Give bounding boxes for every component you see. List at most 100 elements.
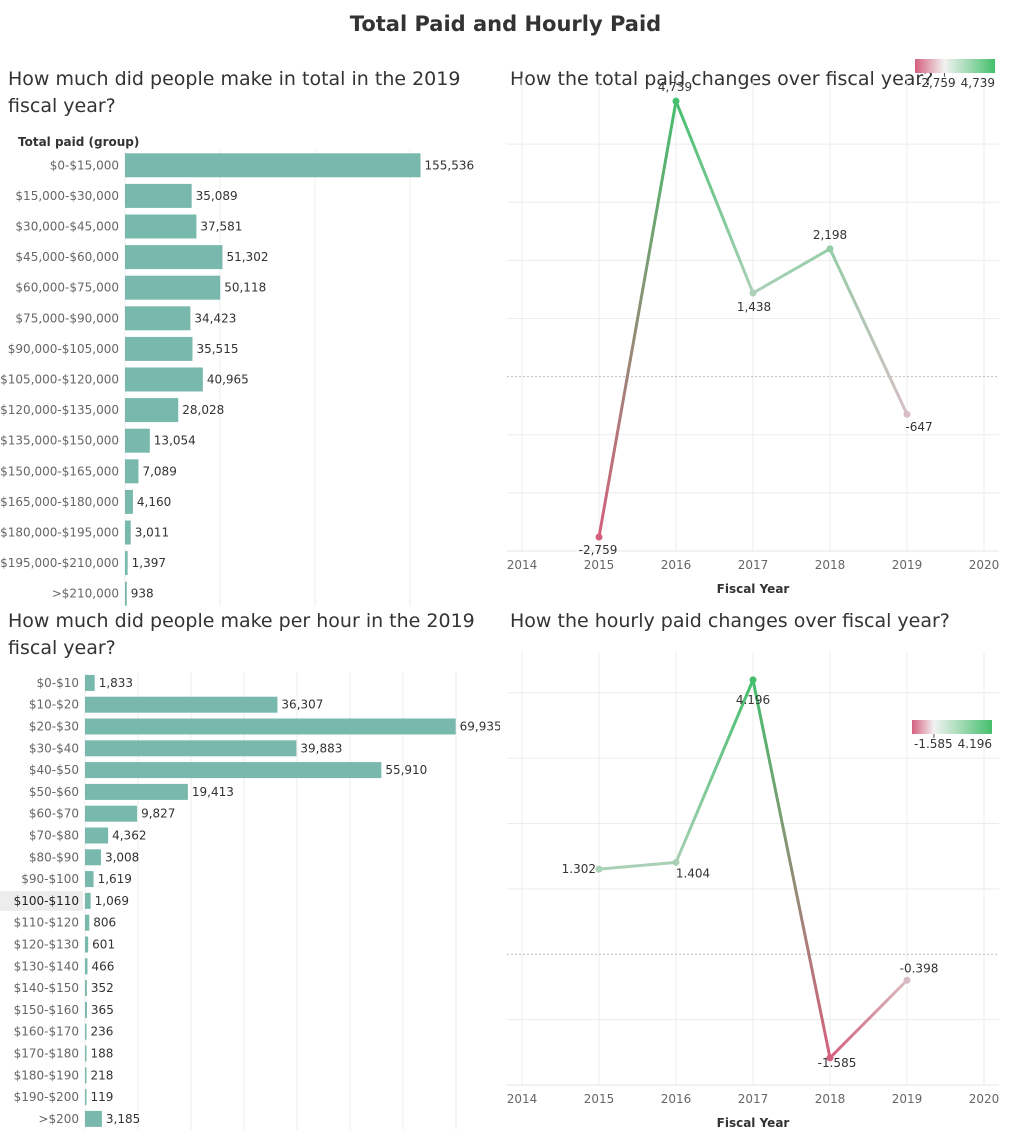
bar-value-label: 4,160	[137, 495, 171, 509]
bar-value-label: 352	[91, 981, 114, 995]
category-label: $70-$80	[29, 829, 79, 843]
bar[interactable]	[85, 718, 456, 735]
bar[interactable]	[85, 827, 109, 844]
category-label: $150-$160	[14, 1003, 79, 1017]
total-paid-bar-chart[interactable]: Total paid (group) $0-$15,000 155,536 $15,0…	[0, 128, 500, 606]
color-legend-bar	[912, 720, 992, 734]
bar[interactable]	[85, 805, 138, 822]
bar[interactable]	[85, 1089, 87, 1106]
bar[interactable]	[85, 1001, 87, 1018]
bar-value-label: 4,362	[112, 829, 146, 843]
dashboard-title: Total Paid and Hourly Paid	[349, 12, 662, 36]
bar-value-label: 1,619	[98, 872, 132, 886]
x-tick-label: 2019	[892, 558, 923, 572]
category-label: $60,000-$75,000	[15, 281, 119, 295]
bar[interactable]	[85, 762, 382, 779]
bar[interactable]	[85, 696, 278, 713]
x-tick-label: 2016	[661, 558, 692, 572]
bar[interactable]	[85, 674, 95, 691]
series-line-segment	[597, 860, 678, 871]
category-label: $30-$40	[29, 741, 79, 755]
bar[interactable]	[125, 428, 150, 453]
x-tick-label: 2017	[738, 1092, 769, 1106]
bar-value-label: 35,515	[196, 342, 238, 356]
bar[interactable]	[125, 459, 139, 484]
bar[interactable]	[125, 551, 128, 576]
data-point[interactable]	[749, 289, 757, 297]
bar-value-label: 806	[93, 916, 116, 930]
bar[interactable]	[85, 892, 91, 909]
bar[interactable]	[85, 740, 297, 757]
bar[interactable]	[125, 520, 131, 545]
bar[interactable]	[125, 183, 192, 208]
category-label: $60-$70	[29, 807, 79, 821]
total-bar-title: How much did people make in total in the…	[8, 68, 461, 117]
category-label: $110-$120	[14, 916, 79, 930]
total-line-title: How the total paid changes over fiscal y…	[510, 68, 934, 90]
category-label: $15,000-$30,000	[15, 189, 119, 203]
bar-value-label: 39,883	[300, 741, 342, 755]
bar-value-label: 236	[91, 1025, 114, 1039]
bar[interactable]	[125, 489, 133, 514]
category-label: $50-$60	[29, 785, 79, 799]
bar[interactable]	[85, 1067, 87, 1084]
legend-min-label: -2,759	[917, 76, 956, 90]
data-point[interactable]	[595, 865, 603, 873]
category-label: $160-$170	[14, 1025, 79, 1039]
category-label: >$200	[38, 1112, 79, 1126]
bar[interactable]	[125, 306, 191, 331]
bar[interactable]	[85, 1023, 87, 1040]
total-paid-line-chart[interactable]: 2014 2015 2016 2017 2018 2019 2020 Fiscal Year -…	[505, 48, 1011, 606]
legend-min-label: -1.585	[914, 737, 953, 751]
data-point[interactable]	[672, 97, 680, 105]
hourly-paid-bar-chart[interactable]: $0-$10 1,833 $10-$20 36,307 $20-$30 69,935 $30…	[0, 668, 500, 1134]
bar-value-label: 1,069	[95, 894, 129, 908]
bar-value-label: 40,965	[207, 373, 249, 387]
series-line-segment	[751, 247, 832, 295]
bar[interactable]	[125, 398, 179, 423]
bar-value-label: 37,581	[200, 220, 242, 234]
bar[interactable]	[125, 275, 221, 300]
data-point[interactable]	[595, 533, 603, 541]
bar[interactable]	[85, 980, 87, 997]
category-label: $40-$50	[29, 763, 79, 777]
bar[interactable]	[85, 1110, 102, 1127]
bar[interactable]	[85, 871, 94, 888]
data-point[interactable]	[672, 858, 680, 866]
bar[interactable]	[125, 153, 421, 178]
data-point[interactable]	[826, 1054, 834, 1062]
bar[interactable]	[125, 581, 127, 606]
x-tick-label: 2020	[969, 1092, 1000, 1106]
series-line-segment	[751, 678, 832, 1060]
x-tick-label: 2014	[507, 558, 538, 572]
bar[interactable]	[125, 214, 197, 239]
data-label: 2,198	[813, 228, 847, 242]
bar[interactable]	[85, 1045, 87, 1062]
category-label: $180-$190	[14, 1068, 79, 1082]
data-point[interactable]	[903, 410, 911, 418]
bar[interactable]	[125, 336, 193, 361]
data-point[interactable]	[826, 245, 834, 253]
bar[interactable]	[85, 849, 101, 866]
legend-max-label: 4.196	[958, 737, 992, 751]
hourly-bar-title: How much did people make per hour in the…	[8, 610, 475, 659]
bar[interactable]	[85, 914, 90, 931]
bar[interactable]	[125, 367, 203, 392]
x-tick-label: 2015	[584, 1092, 615, 1106]
bar[interactable]	[85, 958, 88, 975]
category-label: $195,000-$210,000	[0, 556, 119, 570]
hourly-paid-line-chart[interactable]: 2014 2015 2016 2017 2018 2019 2020 Fiscal Year 1…	[505, 640, 1011, 1140]
data-point[interactable]	[749, 676, 757, 684]
category-label: $100-$110	[14, 894, 79, 908]
bar[interactable]	[85, 783, 188, 800]
data-label: 4.196	[736, 693, 770, 707]
data-point[interactable]	[903, 976, 911, 984]
bar[interactable]	[125, 245, 223, 270]
bar[interactable]	[85, 936, 89, 953]
x-tick-label: 2020	[969, 558, 1000, 572]
bar-value-label: 3,008	[105, 850, 139, 864]
bar-value-label: 365	[91, 1003, 114, 1017]
data-label: -1.585	[818, 1056, 857, 1070]
data-label: 1.302	[562, 862, 596, 876]
category-label: >$210,000	[52, 587, 119, 601]
